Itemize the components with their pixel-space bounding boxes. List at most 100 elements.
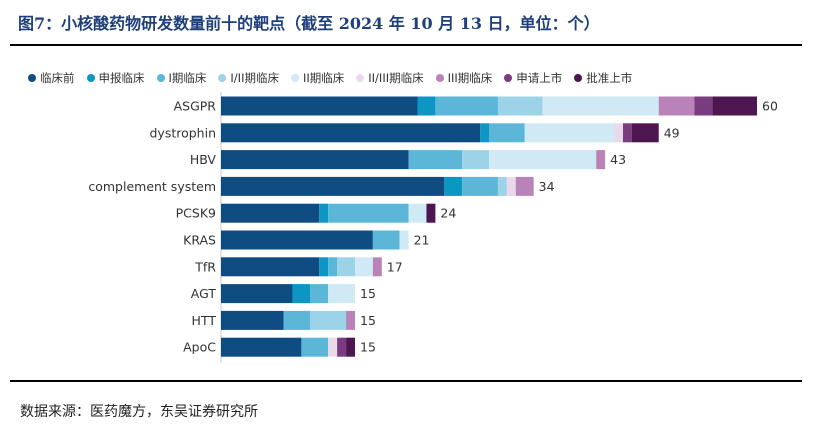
legend-swatch — [504, 74, 513, 82]
legend-item: 申报临床 — [86, 70, 145, 86]
legend-label: III期临床 — [447, 71, 493, 85]
legend-label: I期临床 — [168, 71, 207, 85]
bar-segment — [480, 123, 489, 143]
bar-segment — [221, 230, 373, 250]
bar-segment — [462, 176, 498, 196]
legend-swatch — [218, 74, 227, 82]
total-label: 17 — [387, 259, 403, 274]
bar-segment — [319, 203, 329, 223]
bar-segment — [301, 337, 329, 357]
category-label: PCSK9 — [176, 206, 216, 221]
bar-segment — [489, 150, 597, 170]
legend-swatch — [156, 74, 165, 82]
total-label: 15 — [360, 286, 376, 301]
bar-segment — [337, 337, 347, 357]
category-label: complement system — [88, 179, 216, 194]
bar-segment — [346, 337, 355, 357]
bar-segment — [506, 176, 516, 196]
legend-swatch — [435, 74, 444, 82]
total-label: 15 — [360, 313, 376, 328]
bar-segment — [355, 257, 373, 277]
source-note: 数据来源：医药魔方，东吴证券研究所 — [20, 404, 258, 420]
bar-segment — [346, 310, 355, 330]
bar-segment — [372, 257, 382, 277]
bar-segment — [658, 96, 695, 116]
category-label: HTT — [192, 313, 217, 328]
bar-segment — [614, 123, 623, 143]
bar-segment — [310, 310, 347, 330]
bar-segment — [221, 150, 409, 170]
bar-segment — [417, 96, 436, 116]
category-label: ApoC — [183, 340, 216, 355]
legend-swatch — [290, 74, 299, 82]
bar-segment — [310, 284, 329, 304]
bar-segment — [596, 150, 606, 170]
bar-segment — [497, 176, 507, 196]
bar-segment — [221, 176, 445, 196]
bar-segment — [221, 310, 284, 330]
legend-swatch — [86, 74, 95, 82]
legend-item: 批准上市 — [574, 70, 632, 86]
legend-item: I/II期临床 — [218, 70, 279, 86]
legend-item: 申请上市 — [504, 70, 562, 86]
legend-label: I/II期临床 — [230, 71, 279, 85]
legend-label: 临床前 — [40, 71, 75, 85]
legend-swatch — [356, 74, 365, 82]
bar-segment — [712, 96, 757, 116]
legend-label: 批准上市 — [586, 71, 633, 85]
legend-item: 临床前 — [28, 70, 75, 86]
total-label: 34 — [539, 179, 555, 194]
bar-segment — [319, 257, 329, 277]
bar-segment — [221, 257, 320, 277]
bar-segment — [221, 284, 293, 304]
bar-segment — [426, 203, 436, 223]
bar-segment — [328, 284, 355, 304]
total-label: 60 — [762, 99, 778, 114]
bar-segment — [399, 230, 409, 250]
legend-swatch — [28, 74, 36, 82]
bar-segment — [221, 203, 320, 223]
bar-segment — [337, 257, 355, 277]
bar-segment — [435, 96, 498, 116]
bar-segment — [328, 203, 409, 223]
legend-item: III期临床 — [435, 70, 493, 86]
bar-segment — [221, 123, 481, 143]
stacked-bar-chart: ASGPR 60 dystrophin 49 HBV 43 complement syste… — [88, 92, 778, 363]
legend-label: 申报临床 — [98, 71, 145, 85]
total-label: 21 — [414, 233, 430, 248]
bar-segment — [372, 230, 400, 250]
legend-label: II期临床 — [302, 71, 345, 85]
chart-legend: 临床前 申报临床 I期临床 I/II期临床 II期临床 II/III期临床 III期临床 申请… — [28, 70, 644, 86]
bar-segment — [328, 337, 338, 357]
bar-segment — [694, 96, 713, 116]
bar-segment — [328, 257, 338, 277]
bar-segment — [623, 123, 632, 143]
total-label: 24 — [440, 206, 456, 221]
bar-segment — [489, 123, 525, 143]
category-label: KRAS — [183, 233, 216, 248]
category-label: TfR — [194, 259, 216, 274]
bar-segment — [408, 203, 427, 223]
bar-segment — [283, 310, 311, 330]
bar-segment — [462, 150, 489, 170]
category-label: HBV — [190, 152, 217, 167]
bar-segment — [497, 96, 543, 116]
bar-segment — [631, 123, 659, 143]
legend-item: II/III期临床 — [356, 70, 424, 86]
legend-item: I期临床 — [156, 70, 207, 86]
total-label: 49 — [664, 125, 680, 140]
legend-label: 申请上市 — [516, 71, 563, 85]
top-rule — [10, 44, 802, 46]
bar-segment — [408, 150, 463, 170]
legend-label: II/III期临床 — [368, 71, 424, 85]
bar-segment — [444, 176, 463, 196]
bottom-rule — [10, 380, 802, 382]
legend-swatch — [574, 74, 583, 82]
bar-segment — [524, 123, 615, 143]
bar-segment — [221, 96, 418, 116]
bar-segment — [515, 176, 534, 196]
category-label: AGT — [191, 286, 217, 301]
legend-item: II期临床 — [290, 70, 345, 86]
category-label: dystrophin — [149, 125, 216, 140]
bar-segment — [542, 96, 659, 116]
